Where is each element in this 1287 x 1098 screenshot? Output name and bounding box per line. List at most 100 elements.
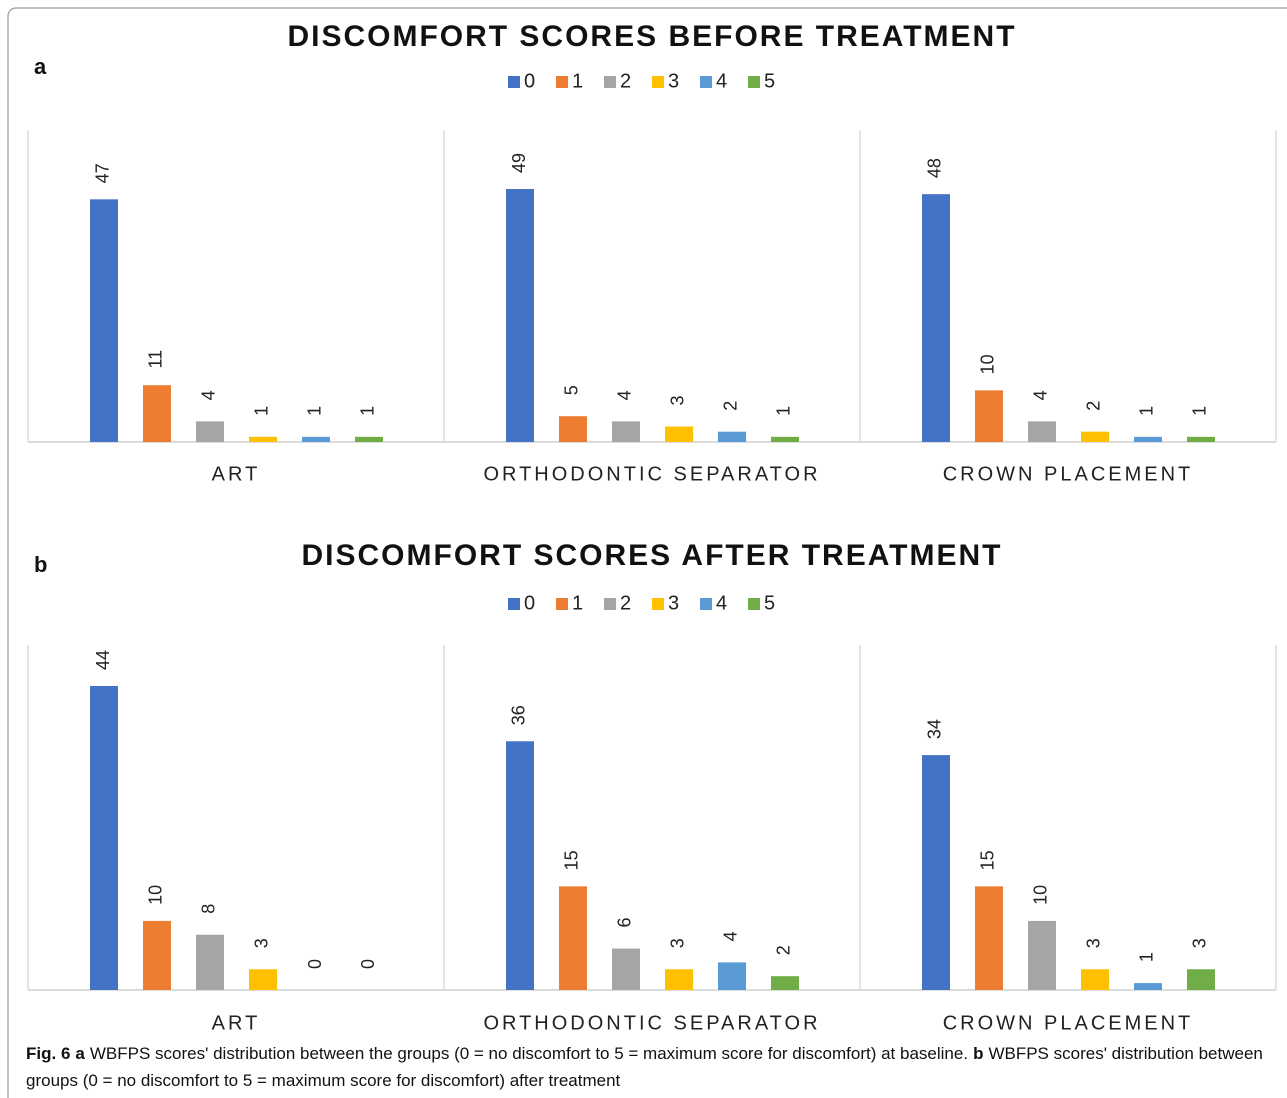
bar (1134, 983, 1162, 990)
data-label: 3 (1084, 938, 1104, 948)
data-label: 10 (978, 354, 998, 374)
bar (1081, 969, 1109, 990)
panel-label: a (34, 54, 47, 79)
category-label: ORTHODONTIC SEPARATOR (483, 1012, 820, 1034)
chart-title: DISCOMFORT SCORES AFTER TREATMENT (302, 539, 1003, 572)
data-label: 34 (925, 719, 945, 739)
bar (506, 189, 534, 442)
data-label: 4 (1031, 390, 1051, 400)
data-label: 0 (305, 959, 325, 969)
data-label: 47 (93, 163, 113, 183)
bar (506, 741, 534, 990)
caption-text: a (75, 1044, 85, 1063)
legend-swatch (508, 76, 520, 88)
category-label: ORTHODONTIC SEPARATOR (483, 463, 820, 485)
panel-label: b (34, 552, 47, 577)
legend-label: 5 (764, 592, 775, 614)
data-label: 48 (925, 158, 945, 178)
bar (355, 436, 383, 442)
data-label: 3 (1190, 938, 1210, 948)
data-label: 3 (252, 938, 272, 948)
legend-label: 1 (572, 592, 583, 614)
bar (718, 962, 746, 990)
legend-swatch (748, 76, 760, 88)
bar (771, 436, 799, 442)
data-label: 6 (615, 918, 635, 928)
bar (302, 436, 330, 442)
data-label: 10 (1031, 885, 1051, 905)
legend-label: 5 (764, 70, 775, 92)
category-label: CROWN PLACEMENT (943, 1012, 1194, 1034)
data-label: 4 (615, 390, 635, 400)
chart-title: DISCOMFORT SCORES BEFORE TREATMENT (287, 20, 1016, 53)
bar (249, 969, 277, 990)
bar (559, 416, 587, 442)
legend-label: 4 (716, 70, 727, 92)
bar (922, 755, 950, 990)
legend-label: 3 (668, 592, 679, 614)
legend-label: 0 (524, 70, 535, 92)
bar (718, 431, 746, 442)
bar (90, 686, 118, 990)
data-label: 1 (1137, 952, 1157, 962)
data-label: 2 (721, 401, 741, 411)
caption-text: b (973, 1044, 984, 1063)
data-label: 44 (93, 650, 113, 670)
bar (90, 199, 118, 442)
legend-swatch (556, 598, 568, 610)
data-label: 3 (668, 938, 688, 948)
bar (612, 421, 640, 442)
legend-label: 3 (668, 70, 679, 92)
legend-swatch (508, 598, 520, 610)
bar (665, 969, 693, 990)
bar (1028, 920, 1056, 990)
data-label: 2 (1084, 401, 1104, 411)
data-label: 11 (146, 350, 166, 369)
category-label: ART (212, 1012, 261, 1034)
caption-text: WBFPS scores' distribution between the g… (89, 1044, 969, 1063)
bar (771, 976, 799, 990)
legend-label: 2 (620, 592, 631, 614)
bar (1187, 436, 1215, 442)
bar (559, 886, 587, 990)
bar (1081, 431, 1109, 442)
category-label: ART (212, 463, 261, 485)
data-label: 15 (978, 850, 998, 870)
category-label: CROWN PLACEMENT (943, 463, 1194, 485)
bar (143, 920, 171, 990)
legend-swatch (652, 76, 664, 88)
legend-swatch (748, 598, 760, 610)
data-label: 1 (1137, 406, 1157, 416)
legend-swatch (604, 598, 616, 610)
legend-swatch (604, 76, 616, 88)
caption-text: Fig. 6 (26, 1044, 71, 1063)
legend-swatch (700, 76, 712, 88)
data-label: 49 (509, 153, 529, 173)
data-label: 1 (252, 406, 272, 416)
legend-label: 1 (572, 70, 583, 92)
legend-label: 4 (716, 592, 727, 614)
bar (975, 886, 1003, 990)
data-label: 5 (562, 385, 582, 395)
data-label: 1 (774, 406, 794, 416)
data-label: 3 (668, 396, 688, 406)
bar (1134, 436, 1162, 442)
figure-border (7, 7, 1287, 1098)
data-label: 4 (199, 390, 219, 400)
data-label: 36 (509, 705, 529, 725)
bar (196, 934, 224, 990)
data-label: 15 (562, 850, 582, 870)
caption: Fig. 6 a WBFPS scores' distribution betwee… (26, 1040, 1266, 1094)
data-label: 1 (305, 406, 325, 416)
bar (143, 385, 171, 442)
legend-swatch (700, 598, 712, 610)
legend-label: 2 (620, 70, 631, 92)
bar (665, 426, 693, 442)
bar (612, 948, 640, 990)
bar (922, 194, 950, 442)
bar (1028, 421, 1056, 442)
data-label: 0 (358, 959, 378, 969)
data-label: 4 (721, 931, 741, 941)
